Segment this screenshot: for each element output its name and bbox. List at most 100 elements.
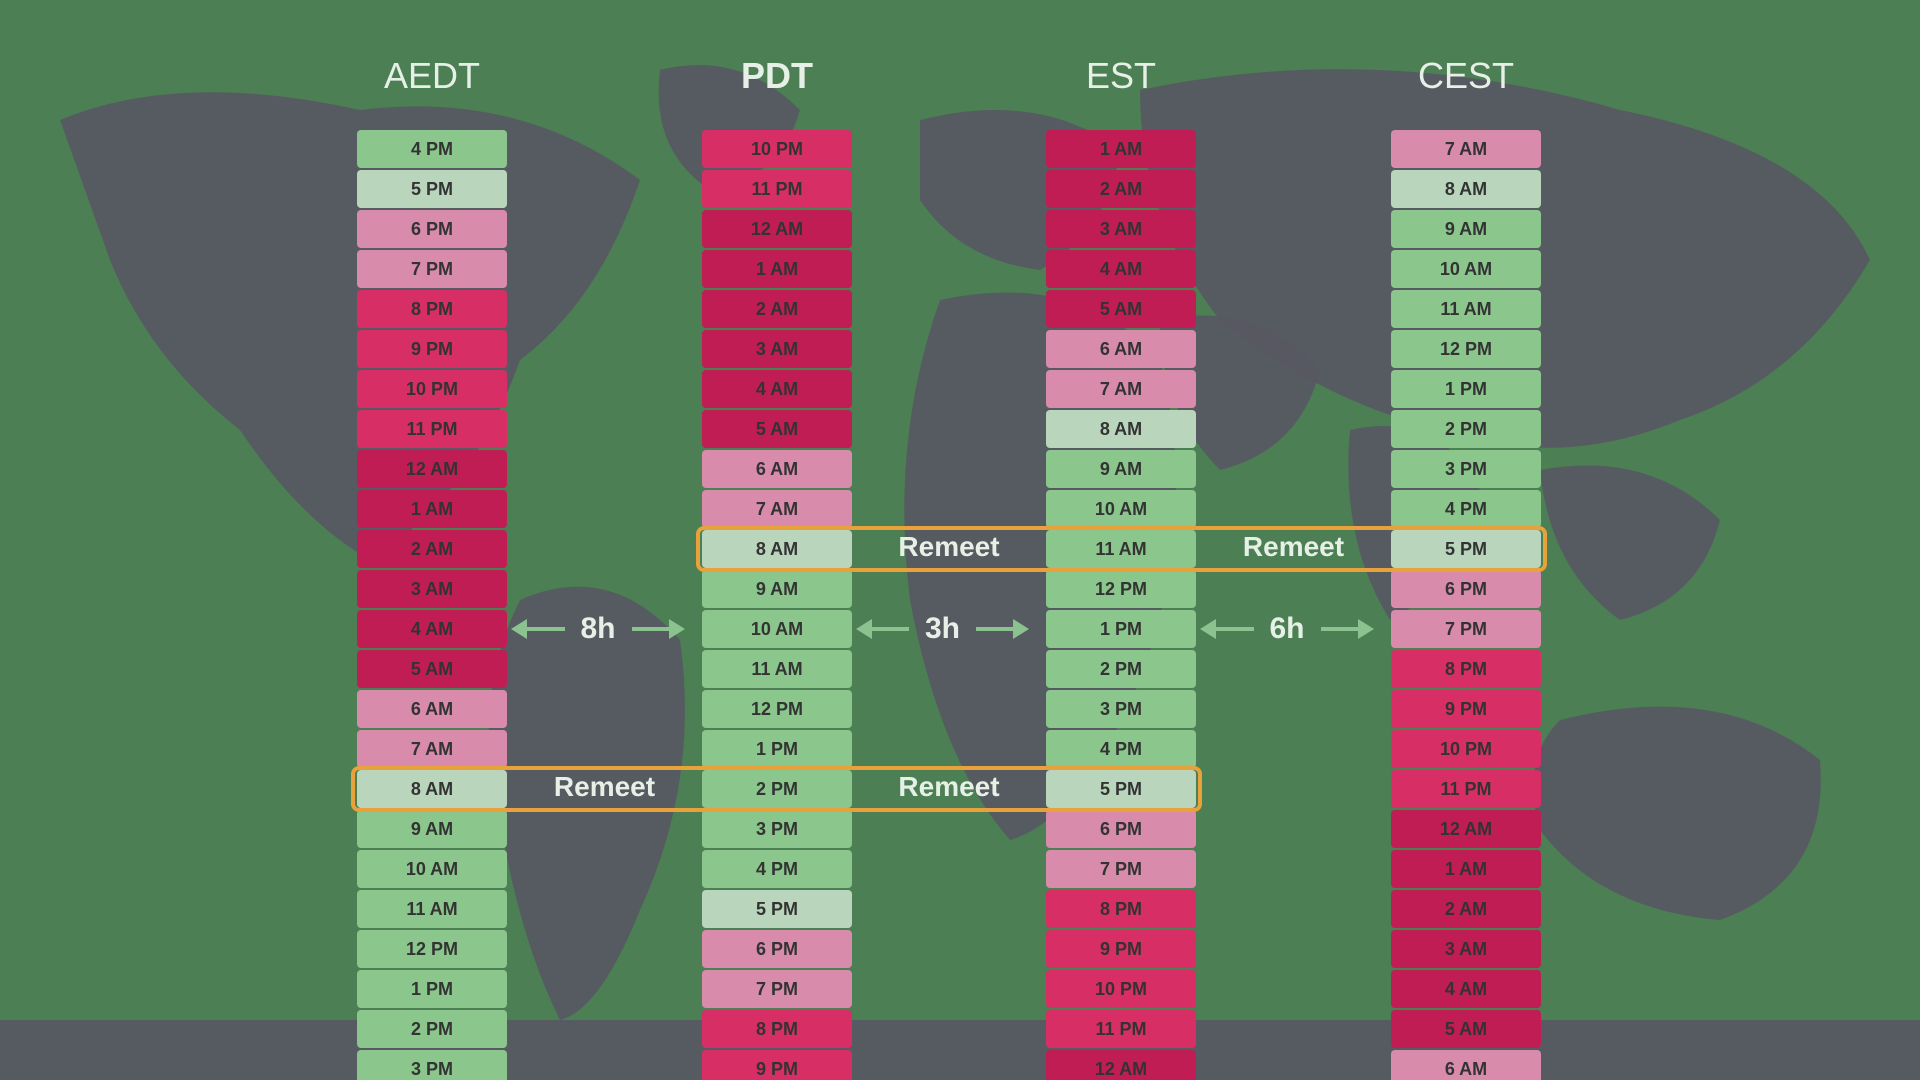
hour-cell: 10 PM [1046, 970, 1196, 1008]
hour-cell: 12 AM [357, 450, 507, 488]
remeet-label: Remeet [1224, 531, 1364, 563]
hour-cell: 12 AM [1046, 1050, 1196, 1080]
hour-cell: 2 AM [702, 290, 852, 328]
remeet-label: Remeet [879, 771, 1019, 803]
hour-cell: 10 PM [702, 130, 852, 168]
hour-cell: 1 PM [1046, 610, 1196, 648]
gap-label: 8h [581, 612, 616, 646]
hour-cell: 3 PM [702, 810, 852, 848]
hour-cell: 12 PM [702, 690, 852, 728]
hour-cell: 2 AM [1046, 170, 1196, 208]
hour-cell: 3 PM [1391, 450, 1541, 488]
hour-cell: 6 PM [1391, 570, 1541, 608]
hour-cell: 8 AM [1046, 410, 1196, 448]
hour-cell: 1 PM [357, 970, 507, 1008]
hour-cell: 6 PM [357, 210, 507, 248]
hour-cell: 8 AM [357, 770, 507, 808]
remeet-label: Remeet [535, 771, 675, 803]
hour-cell: 5 PM [1046, 770, 1196, 808]
hour-cell: 6 AM [1391, 1050, 1541, 1080]
hour-cell: 2 PM [1046, 650, 1196, 688]
hour-cell: 4 PM [1391, 490, 1541, 528]
hour-cell: 4 AM [357, 610, 507, 648]
hour-cell: 2 AM [357, 530, 507, 568]
hour-cell: 8 PM [1391, 650, 1541, 688]
hour-cell: 7 PM [1391, 610, 1541, 648]
gap-label: 6h [1270, 612, 1305, 646]
gap-arrow: 3h [870, 613, 1028, 645]
hour-cell: 5 PM [1391, 530, 1541, 568]
hour-cell: 9 AM [357, 810, 507, 848]
hour-cell: 1 AM [1046, 130, 1196, 168]
hour-cell: 3 AM [1046, 210, 1196, 248]
hour-cell: 11 PM [1391, 770, 1541, 808]
hour-cell: 11 AM [357, 890, 507, 928]
hour-cell: 11 PM [357, 410, 507, 448]
hour-cell: 3 AM [357, 570, 507, 608]
hour-cell: 5 PM [702, 890, 852, 928]
hour-cell: 1 PM [702, 730, 852, 768]
zone-header-cest: CEST [1391, 55, 1541, 97]
zone-header-pdt: PDT [702, 55, 852, 97]
hour-cell: 9 PM [1391, 690, 1541, 728]
hour-cell: 5 AM [1046, 290, 1196, 328]
hour-cell: 12 AM [1391, 810, 1541, 848]
hour-cell: 6 AM [702, 450, 852, 488]
hour-cell: 12 PM [1391, 330, 1541, 368]
hour-cell: 9 PM [702, 1050, 852, 1080]
hour-cell: 10 PM [357, 370, 507, 408]
hour-cell: 7 AM [1391, 130, 1541, 168]
hour-cell: 11 AM [1391, 290, 1541, 328]
hour-cell: 9 AM [702, 570, 852, 608]
hour-cell: 8 AM [702, 530, 852, 568]
hour-cell: 1 AM [357, 490, 507, 528]
remeet-label: Remeet [879, 531, 1019, 563]
gap-arrow: 8h [525, 613, 684, 645]
hour-cell: 10 AM [1046, 490, 1196, 528]
hour-cell: 10 PM [1391, 730, 1541, 768]
zone-column-pdt: 10 PM11 PM12 AM1 AM2 AM3 AM4 AM5 AM6 AM7… [702, 130, 852, 1080]
hour-cell: 5 AM [702, 410, 852, 448]
gap-arrow: 6h [1214, 613, 1373, 645]
hour-cell: 3 PM [1046, 690, 1196, 728]
zone-column-cest: 7 AM8 AM9 AM10 AM11 AM12 PM1 PM2 PM3 PM4… [1391, 130, 1541, 1080]
hour-cell: 5 AM [357, 650, 507, 688]
hour-cell: 4 AM [702, 370, 852, 408]
hour-cell: 4 AM [1046, 250, 1196, 288]
hour-cell: 8 PM [1046, 890, 1196, 928]
hour-cell: 2 PM [1391, 410, 1541, 448]
hour-cell: 6 PM [702, 930, 852, 968]
hour-cell: 2 AM [1391, 890, 1541, 928]
hour-cell: 4 PM [1046, 730, 1196, 768]
hour-cell: 7 AM [702, 490, 852, 528]
hour-cell: 8 AM [1391, 170, 1541, 208]
hour-cell: 9 PM [357, 330, 507, 368]
hour-cell: 7 AM [1046, 370, 1196, 408]
hour-cell: 7 PM [1046, 850, 1196, 888]
hour-cell: 1 PM [1391, 370, 1541, 408]
hour-cell: 3 AM [1391, 930, 1541, 968]
hour-cell: 11 AM [702, 650, 852, 688]
hour-cell: 4 PM [357, 130, 507, 168]
hour-cell: 10 AM [1391, 250, 1541, 288]
hour-cell: 1 AM [702, 250, 852, 288]
hour-cell: 12 AM [702, 210, 852, 248]
zone-header-aedt: AEDT [357, 55, 507, 97]
zone-column-est: 1 AM2 AM3 AM4 AM5 AM6 AM7 AM8 AM9 AM10 A… [1046, 130, 1196, 1080]
hour-cell: 3 AM [702, 330, 852, 368]
hour-cell: 4 PM [702, 850, 852, 888]
hour-cell: 8 PM [357, 290, 507, 328]
zone-column-aedt: 4 PM5 PM6 PM7 PM8 PM9 PM10 PM11 PM12 AM1… [357, 130, 507, 1080]
hour-cell: 7 PM [702, 970, 852, 1008]
hour-cell: 2 PM [702, 770, 852, 808]
hour-cell: 6 PM [1046, 810, 1196, 848]
hour-cell: 5 AM [1391, 1010, 1541, 1048]
hour-cell: 6 AM [357, 690, 507, 728]
hour-cell: 9 PM [1046, 930, 1196, 968]
timezone-diagram: AEDT4 PM5 PM6 PM7 PM8 PM9 PM10 PM11 PM12… [0, 0, 1920, 1080]
hour-cell: 11 PM [702, 170, 852, 208]
hour-cell: 9 AM [1046, 450, 1196, 488]
hour-cell: 6 AM [1046, 330, 1196, 368]
hour-cell: 10 AM [357, 850, 507, 888]
hour-cell: 12 PM [357, 930, 507, 968]
